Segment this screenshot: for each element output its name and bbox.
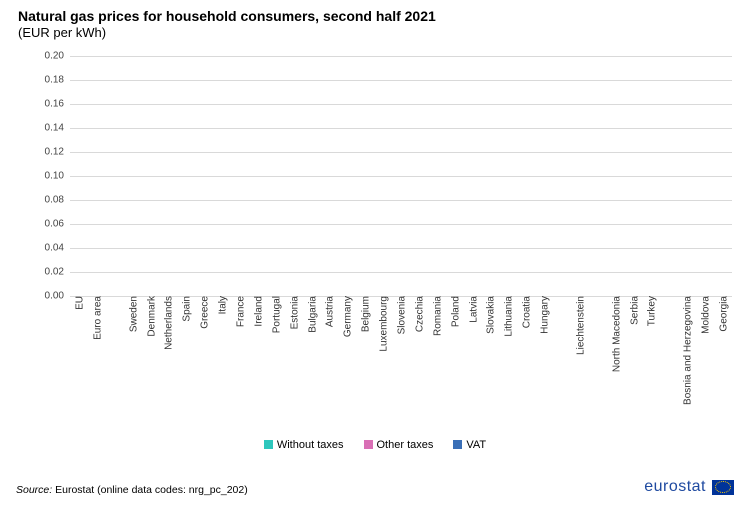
y-tick-label: 0.00 xyxy=(45,291,70,302)
chart-area: 0.00 0.02 0.04 0.06 0.08 0.10 0.12 0.14 0.16 0.18… xyxy=(32,56,732,416)
x-tick-label: Euro area xyxy=(90,296,103,340)
chart-page: Natural gas prices for household consume… xyxy=(0,0,750,506)
y-tick-label: 0.04 xyxy=(45,243,70,254)
eu-flag-icon xyxy=(712,480,734,495)
x-tick-label: Hungary xyxy=(538,296,551,334)
legend-swatch xyxy=(453,440,462,449)
legend-label: Without taxes xyxy=(277,439,344,451)
x-tick-label: Germany xyxy=(341,296,354,337)
x-tick-label: Georgia xyxy=(717,296,730,332)
source-text: Source: Eurostat (online data codes: nrg… xyxy=(16,484,248,496)
legend-label: Other taxes xyxy=(377,439,434,451)
x-tick-label: Moldova xyxy=(699,296,712,334)
eurostat-logo: eurostat xyxy=(644,478,734,496)
x-tick-label: Poland xyxy=(448,296,461,327)
x-tick-label: Liechtenstein xyxy=(573,296,586,355)
y-tick-label: 0.20 xyxy=(45,51,70,62)
x-tick-label: Slovenia xyxy=(395,296,408,334)
y-tick-label: 0.08 xyxy=(45,195,70,206)
x-tick-label: Bosnia and Herzegovina xyxy=(681,296,694,405)
x-tick-label: Ireland xyxy=(251,296,264,327)
x-tick-label: Portugal xyxy=(269,296,282,333)
x-tick-label: Netherlands xyxy=(162,296,175,350)
x-tick-label: Turkey xyxy=(645,296,658,326)
plot-area: 0.000.020.040.060.080.100.120.140.160.18… xyxy=(70,56,732,296)
y-tick-label: 0.18 xyxy=(45,75,70,86)
legend: Without taxes Other taxes VAT xyxy=(0,439,750,453)
x-tick-label: Denmark xyxy=(144,296,157,337)
x-tick-label: France xyxy=(233,296,246,327)
source-body: Eurostat (online data codes: nrg_pc_202) xyxy=(55,484,248,496)
x-tick-label: Belgium xyxy=(359,296,372,332)
x-tick-label: Sweden xyxy=(126,296,139,332)
x-tick-label: Bulgaria xyxy=(305,296,318,333)
y-tick-label: 0.14 xyxy=(45,123,70,134)
legend-swatch xyxy=(264,440,273,449)
source-prefix: Source: xyxy=(16,484,55,496)
y-tick-label: 0.06 xyxy=(45,219,70,230)
x-tick-label: Czechia xyxy=(412,296,425,332)
legend-label: VAT xyxy=(466,439,486,451)
footer: Source: Eurostat (online data codes: nrg… xyxy=(16,478,734,496)
x-tick-label: Romania xyxy=(430,296,443,336)
x-tick-label: Italy xyxy=(216,296,229,314)
x-tick-label: Lithuania xyxy=(502,296,515,337)
x-tick-label: Spain xyxy=(180,296,193,322)
x-tick-label: Luxembourg xyxy=(377,296,390,352)
legend-item: VAT xyxy=(453,439,486,451)
x-tick-label: Slovakia xyxy=(484,296,497,334)
x-tick-label: Croatia xyxy=(520,296,533,328)
chart-title: Natural gas prices for household consume… xyxy=(18,8,750,25)
x-tick-label: EU xyxy=(72,296,85,310)
y-tick-label: 0.16 xyxy=(45,99,70,110)
logo-text: eurostat xyxy=(644,478,706,496)
bars-container xyxy=(70,56,732,296)
x-tick-label: Estonia xyxy=(287,296,300,329)
x-tick-label: Latvia xyxy=(466,296,479,323)
legend-item: Other taxes xyxy=(364,439,434,451)
x-tick-label: Serbia xyxy=(627,296,640,325)
x-tick-label: North Macedonia xyxy=(609,296,622,372)
x-tick-label: Austria xyxy=(323,296,336,327)
legend-swatch xyxy=(364,440,373,449)
y-tick-label: 0.12 xyxy=(45,147,70,158)
y-tick-label: 0.02 xyxy=(45,267,70,278)
title-block: Natural gas prices for household consume… xyxy=(0,0,750,40)
x-tick-label: Greece xyxy=(198,296,211,329)
legend-item: Without taxes xyxy=(264,439,344,451)
y-tick-label: 0.10 xyxy=(45,171,70,182)
chart-subtitle: (EUR per kWh) xyxy=(18,25,750,41)
